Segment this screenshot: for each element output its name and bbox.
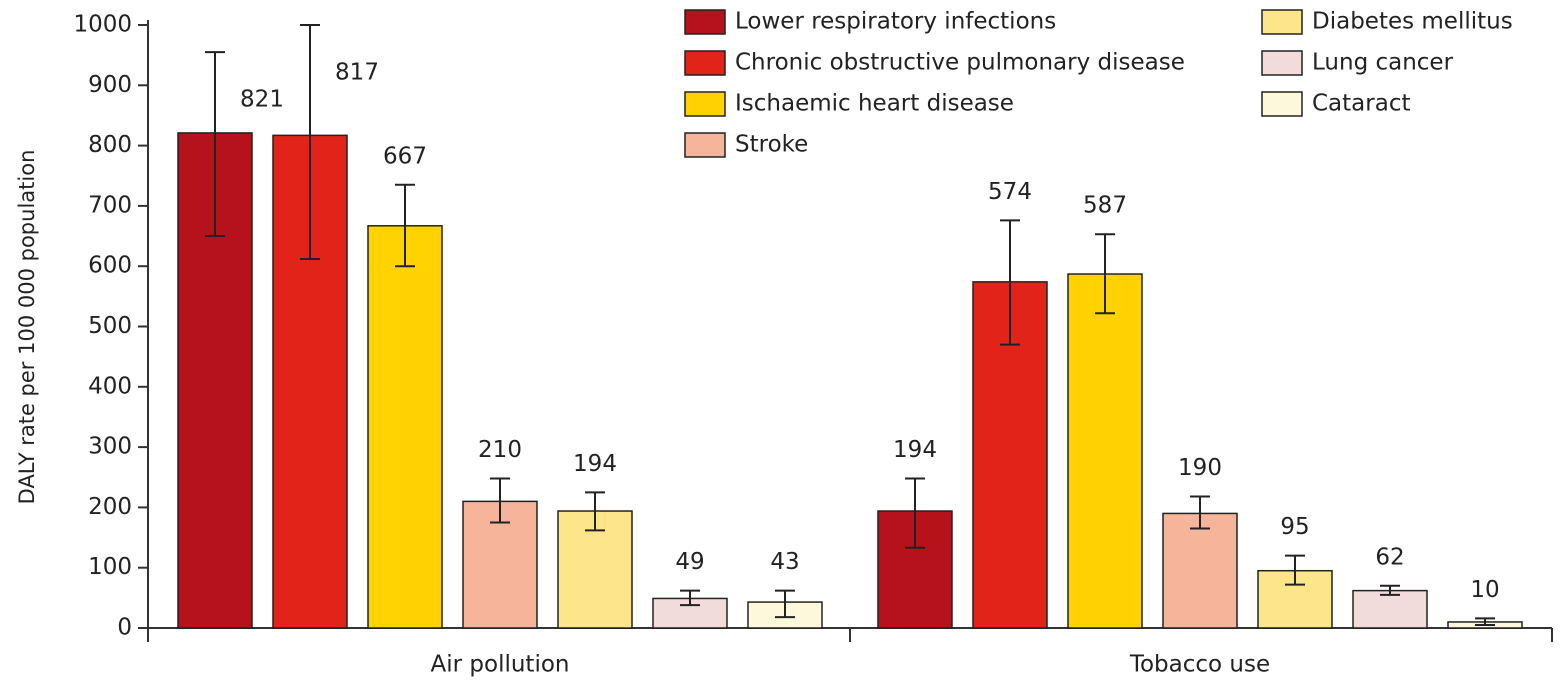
y-tick-label: 300 — [88, 434, 132, 460]
value-label: 817 — [335, 60, 379, 86]
y-tick-label: 0 — [117, 615, 132, 641]
y-tick-label: 1000 — [73, 12, 132, 38]
y-tick-label: 800 — [88, 132, 132, 158]
error-bar — [775, 589, 795, 619]
bar — [1352, 589, 1428, 629]
x-tick-label: Air pollution — [431, 652, 570, 678]
legend-swatch — [1261, 50, 1303, 76]
bar — [1162, 512, 1238, 629]
legend-swatch — [684, 91, 726, 117]
y-tick-label: 700 — [88, 192, 132, 218]
legend-label: Diabetes mellitus — [1312, 9, 1513, 35]
error-bar — [490, 477, 510, 524]
value-label: 10 — [1470, 577, 1499, 603]
error-bar — [1190, 495, 1210, 530]
legend-label: Stroke — [735, 132, 808, 158]
error-bar — [205, 51, 225, 238]
legend-swatch — [1261, 91, 1303, 117]
error-bar — [1285, 554, 1305, 586]
error-bar — [585, 491, 605, 532]
y-tick-label: 600 — [88, 253, 132, 279]
error-bar — [1380, 584, 1400, 596]
error-bar — [395, 183, 415, 268]
error-bar — [1000, 219, 1020, 346]
legend-swatch — [1261, 9, 1303, 35]
value-label: 194 — [573, 451, 617, 477]
error-bar — [300, 24, 320, 260]
y-axis-label: DALY rate per 100 000 population — [15, 150, 39, 505]
value-label: 667 — [383, 143, 427, 169]
value-label: 190 — [1178, 455, 1222, 481]
legend-label: Cataract — [1312, 91, 1410, 117]
legend-label: Lower respiratory infections — [735, 9, 1056, 35]
legend-swatch — [684, 50, 726, 76]
y-tick-label: 400 — [88, 373, 132, 399]
value-label: 43 — [770, 549, 799, 575]
value-label: 62 — [1375, 544, 1404, 570]
y-tick-label: 200 — [88, 494, 132, 520]
y-tick-label: 100 — [88, 554, 132, 580]
bar — [1067, 273, 1143, 629]
error-bar — [680, 589, 700, 607]
value-label: 95 — [1280, 514, 1309, 540]
y-tick-label: 900 — [88, 72, 132, 98]
value-label: 587 — [1083, 193, 1127, 219]
value-label: 194 — [893, 437, 937, 463]
value-label: 210 — [478, 437, 522, 463]
value-label: 821 — [240, 87, 284, 113]
legend-label: Chronic obstructive pulmonary disease — [735, 50, 1185, 76]
legend-label: Lung cancer — [1312, 50, 1454, 76]
bar — [367, 225, 443, 629]
value-label: 49 — [675, 549, 704, 575]
legend-swatch — [684, 132, 726, 158]
x-tick-label: Tobacco use — [1129, 652, 1270, 678]
value-label: 574 — [988, 179, 1032, 205]
legend-swatch — [684, 9, 726, 35]
error-bar — [1475, 617, 1495, 626]
y-tick-label: 500 — [88, 313, 132, 339]
error-bar — [905, 477, 925, 549]
error-bar — [1095, 233, 1115, 315]
legend-label: Ischaemic heart disease — [735, 91, 1014, 117]
